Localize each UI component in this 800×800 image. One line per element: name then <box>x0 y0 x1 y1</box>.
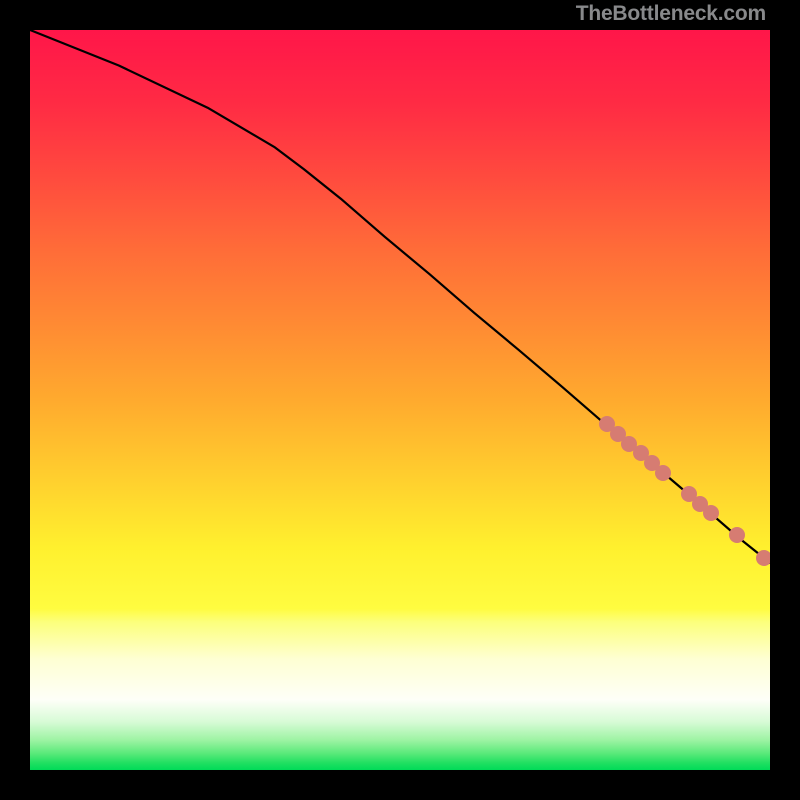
data-point <box>703 505 719 521</box>
curve-line <box>30 30 770 770</box>
data-point <box>655 465 671 481</box>
data-point <box>729 527 745 543</box>
chart-frame: TheBottleneck.com <box>0 0 800 800</box>
plot-area <box>30 30 770 770</box>
watermark-text: TheBottleneck.com <box>576 2 766 26</box>
data-point <box>756 550 770 566</box>
